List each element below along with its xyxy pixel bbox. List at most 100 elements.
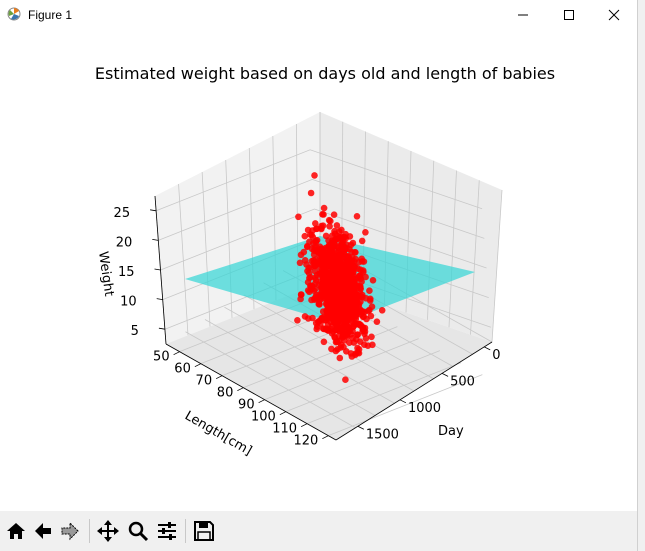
scatter-point xyxy=(320,204,328,212)
scatter-point xyxy=(364,342,372,350)
yaxis-tick xyxy=(215,375,223,380)
scatter-point xyxy=(307,189,315,197)
back-button[interactable] xyxy=(29,517,57,545)
scatter-point xyxy=(369,277,377,284)
home-button[interactable] xyxy=(2,517,30,545)
scatter-point xyxy=(342,299,350,306)
xaxis-label: Day xyxy=(438,424,464,439)
maximize-button[interactable] xyxy=(546,0,592,30)
yaxis-tick xyxy=(279,411,287,416)
scatter-point xyxy=(320,278,328,285)
scatter-point xyxy=(328,248,336,256)
grid-line xyxy=(427,160,435,320)
scatter-point xyxy=(362,229,369,236)
scatter-point xyxy=(337,312,344,320)
pan-button[interactable] xyxy=(94,517,122,545)
scatter-point xyxy=(316,252,324,259)
scatter-point xyxy=(378,307,386,314)
scatter-point xyxy=(342,327,349,335)
close-button[interactable] xyxy=(591,0,637,30)
scatter-point xyxy=(358,255,366,263)
scatter-point xyxy=(317,283,325,291)
matplotlib-app-icon xyxy=(7,7,21,21)
scatter-point xyxy=(334,262,341,269)
xaxis-tick-label: 500 xyxy=(450,374,475,389)
scatter-point xyxy=(326,223,333,230)
scatter-point xyxy=(338,239,345,247)
scatter-point xyxy=(304,243,311,251)
scatter-point xyxy=(356,321,364,329)
scatter-point xyxy=(346,245,353,253)
toolbar-separator xyxy=(89,519,90,543)
yaxis-label: Length[cm] xyxy=(182,408,254,458)
scatter-point xyxy=(338,226,345,234)
scatter-point xyxy=(347,292,355,300)
scatter-point xyxy=(295,213,302,221)
yaxis-tick xyxy=(237,387,244,392)
forward-button[interactable] xyxy=(56,517,84,545)
grid-line xyxy=(204,319,376,416)
scatter-point xyxy=(326,262,333,270)
home-icon xyxy=(7,523,25,539)
plot-title: Estimated weight based on days old and l… xyxy=(94,64,556,83)
close-icon xyxy=(608,9,620,21)
minimize-button[interactable] xyxy=(500,0,546,30)
scatter-point xyxy=(332,302,340,310)
zaxis-tick xyxy=(154,268,161,271)
yaxis-tick-label: 70 xyxy=(196,374,213,389)
scatter-point xyxy=(305,315,312,322)
grid-line xyxy=(178,183,189,336)
scatter-point xyxy=(337,277,344,285)
scatter-points xyxy=(294,172,386,384)
scatter-point xyxy=(319,211,326,218)
scatter-point xyxy=(367,312,375,320)
scatter-point xyxy=(342,376,349,384)
xaxis-tick-label: 0 xyxy=(492,348,500,363)
scatter-point xyxy=(311,244,318,251)
scatter-point xyxy=(337,286,344,294)
scatter-point xyxy=(300,248,308,256)
scatter-point xyxy=(337,256,344,263)
scatter-point xyxy=(351,249,359,256)
pan-icon xyxy=(97,520,119,542)
save-icon xyxy=(194,521,214,541)
scatter-point xyxy=(350,265,358,273)
scatter-point xyxy=(354,331,362,339)
scatter-point xyxy=(325,241,333,249)
scatter-point xyxy=(346,233,354,240)
scatter-point xyxy=(311,267,319,275)
grid-line xyxy=(185,331,356,429)
scatter-point xyxy=(351,301,359,308)
scatter-point xyxy=(313,325,321,333)
scatter-point xyxy=(311,296,318,304)
yaxis-tick xyxy=(173,351,180,356)
scatter-point xyxy=(330,288,337,295)
scatter-point xyxy=(297,295,304,303)
scatter-point xyxy=(330,211,338,218)
scatter-point xyxy=(353,213,361,220)
scatter-point xyxy=(331,227,338,235)
scatter-point xyxy=(311,172,318,179)
yaxis-tick xyxy=(258,399,265,404)
grid-line xyxy=(491,189,503,343)
minimize-icon xyxy=(518,14,528,16)
scatter-point xyxy=(312,276,320,284)
yaxis-tick xyxy=(300,423,308,428)
scatter-point xyxy=(296,259,304,267)
scatter-point xyxy=(357,266,364,274)
forward-icon xyxy=(61,521,79,541)
grid-line xyxy=(448,170,457,328)
window-title: Figure 1 xyxy=(28,8,73,22)
yaxis-tick-label: 100 xyxy=(251,410,276,425)
save-button[interactable] xyxy=(190,517,218,545)
zaxis-label: Weight xyxy=(95,250,116,297)
zoom-button[interactable] xyxy=(124,517,152,545)
grid-line xyxy=(264,338,419,401)
configure-subplots-icon xyxy=(158,522,176,540)
grid-line xyxy=(201,171,211,327)
configure-subplots-button[interactable] xyxy=(153,517,181,545)
scatter-point xyxy=(320,338,328,346)
zaxis-tick xyxy=(150,209,157,212)
scatter-point xyxy=(350,272,357,280)
